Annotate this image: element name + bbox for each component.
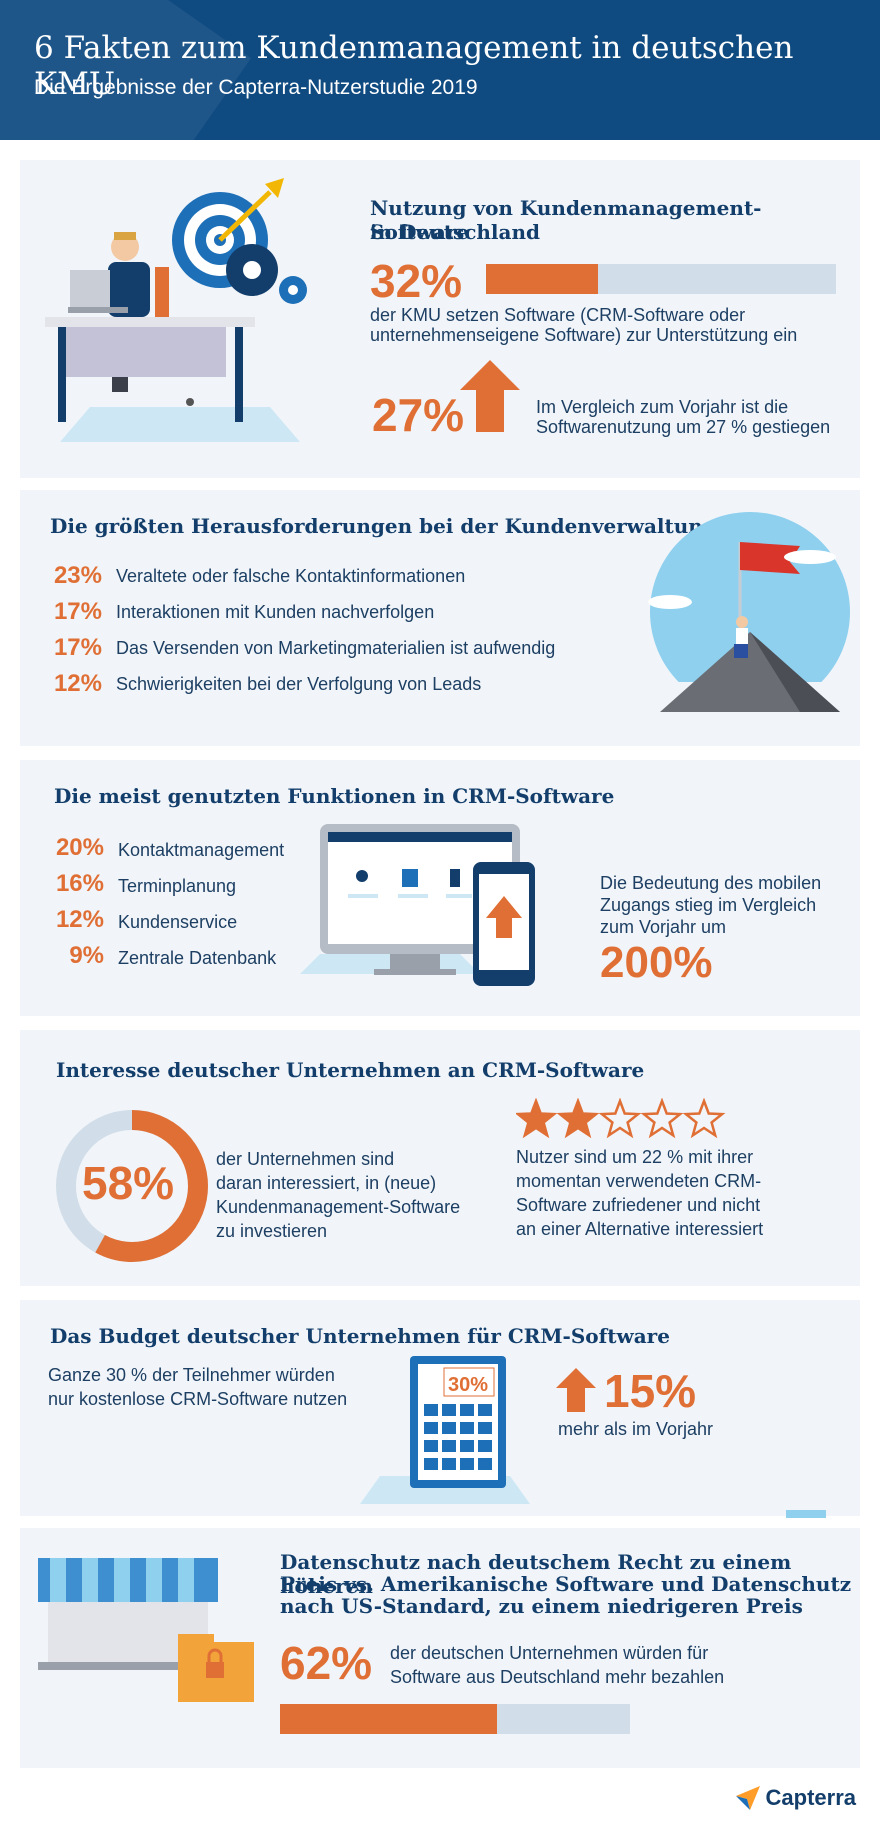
star-empty-icon	[682, 1098, 726, 1139]
s2-title: Die größten Herausforderungen bei der Ku…	[50, 514, 717, 538]
s6-progress-fill	[280, 1704, 497, 1734]
section-crm-budget: Das Budget deutscher Unternehmen für CRM…	[20, 1300, 860, 1518]
star-empty-icon	[598, 1098, 642, 1139]
section-crm-interest: Interesse deutscher Unternehmen an CRM-S…	[20, 1030, 860, 1286]
star-filled-icon	[516, 1098, 558, 1139]
shop-lock-illustration	[38, 1558, 254, 1702]
office-worker-illustration	[45, 178, 307, 442]
s1-desc-line2: unternehmenseigene Software) zur Unterst…	[370, 325, 798, 345]
star-rating	[516, 1098, 726, 1139]
arrow-up-icon	[460, 360, 520, 432]
section-data-protection: Datenschutz nach deutschem Recht zu eine…	[20, 1528, 860, 1768]
s1-growth-line2: Softwarenutzung um 27 % gestiegen	[536, 417, 831, 437]
s3-item-label: Terminplanung	[118, 876, 237, 896]
s2-item-label: Das Versenden von Marketingmaterialien i…	[116, 638, 556, 658]
s5-growth-label: mehr als im Vorjahr	[558, 1419, 714, 1439]
s5-growth-percentage: 15%	[604, 1365, 697, 1417]
s6-desc-line2: Software aus Deutschland mehr bezahlen	[390, 1667, 725, 1687]
s3-mobile-line2: Zugangs stieg im Vergleich	[600, 895, 817, 915]
s4-stars-line3: Software zufriedener und nicht	[516, 1195, 761, 1215]
s4-stars-line2: momentan verwendeten CRM-	[516, 1171, 762, 1191]
mountain-flag-illustration	[630, 512, 850, 722]
s1-growth-line1: Im Vergleich zum Vorjahr ist die	[536, 397, 789, 417]
s6-title-line2: Preis vs. Amerikanische Software und Dat…	[280, 1572, 852, 1596]
section-challenges: Die größten Herausforderungen bei der Ku…	[20, 490, 860, 746]
s2-item-pct: 17%	[53, 634, 102, 661]
s2-item-pct: 12%	[53, 670, 102, 697]
s2-item-pct: 17%	[53, 598, 102, 625]
s3-item-label: Kundenservice	[118, 912, 238, 932]
s6-title-line1: Datenschutz nach deutschem Recht zu eine…	[280, 1550, 792, 1598]
s1-progress-bar	[486, 264, 836, 294]
s6-desc-line1: der deutschen Unternehmen würden für	[390, 1643, 709, 1663]
s1-percentage: 32%	[370, 255, 463, 307]
capterra-logo: Capterra	[735, 1782, 856, 1814]
s3-item-pct: 9%	[69, 942, 104, 969]
s3-mobile-percentage: 200%	[600, 938, 713, 987]
s5-desc-line1: Ganze 30 % der Teilnehmer würden	[48, 1365, 335, 1385]
s3-item-pct: 16%	[55, 870, 104, 897]
capterra-arrow-icon	[735, 1786, 760, 1810]
page-title: 6 Fakten zum Kundenmanagement in deutsch…	[34, 30, 794, 102]
s4-donut-line3: Kundenmanagement-Software	[216, 1197, 461, 1217]
s5-desc-line2: nur kostenlose CRM-Software nutzen	[48, 1389, 348, 1409]
header-banner: 6 Fakten zum Kundenmanagement in deutsch…	[0, 0, 880, 140]
star-filled-icon	[556, 1098, 600, 1139]
s2-item-pct: 23%	[53, 562, 102, 589]
s2-item-label: Interaktionen mit Kunden nachverfolgen	[116, 602, 435, 622]
s1-title-line2: in Deutschland	[370, 220, 541, 244]
s3-title: Die meist genutzten Funktionen in CRM-So…	[54, 784, 615, 808]
s3-item-label: Kontaktmanagement	[118, 840, 285, 860]
monitor-phone-illustration	[300, 824, 535, 986]
s3-mobile-line3: zum Vorjahr um	[600, 917, 727, 937]
s4-stars-line4: an einer Alternative interessiert	[516, 1219, 764, 1239]
s4-donut-line1: der Unternehmen sind	[216, 1149, 395, 1169]
s2-item-label: Schwierigkeiten bei der Verfolgung von L…	[116, 674, 482, 694]
s6-percentage: 62%	[280, 1637, 373, 1689]
s4-stars-line1: Nutzer sind um 22 % mit ihrer	[516, 1147, 754, 1167]
page-subtitle: Die Ergebnisse der Capterra-Nutzerstudie…	[34, 76, 478, 99]
s3-item-pct: 12%	[55, 906, 104, 933]
s1-desc-line1: der KMU setzen Software (CRM-Software od…	[370, 305, 746, 325]
calculator-illustration	[360, 1356, 530, 1504]
s1-growth-percentage: 27%	[372, 389, 465, 441]
section-crm-features: Die meist genutzten Funktionen in CRM-So…	[20, 760, 860, 1016]
s5-title: Das Budget deutscher Unternehmen für CRM…	[50, 1324, 670, 1348]
donut-chart	[56, 1110, 208, 1262]
s4-title: Interesse deutscher Unternehmen an CRM-S…	[56, 1058, 645, 1082]
s4-donut-percentage: 58%	[82, 1157, 175, 1209]
donut-arc	[56, 1110, 208, 1262]
calculator-display: 30%	[448, 1374, 489, 1396]
s2-item-label: Veraltete oder falsche Kontaktinformatio…	[116, 566, 466, 586]
s6-progress-bar	[280, 1704, 630, 1734]
s1-title-line1: Nutzung von Kundenmanagement-Software	[370, 196, 762, 244]
s1-progress-fill	[486, 264, 598, 294]
brand-name: Capterra	[765, 1785, 856, 1810]
s6-title-line3: nach US-Standard, zu einem niedrigeren P…	[280, 1594, 803, 1618]
arrow-up-icon	[556, 1368, 596, 1412]
s3-item-label: Zentrale Datenbank	[118, 948, 277, 968]
accent-strip	[786, 1510, 826, 1518]
s3-mobile-line1: Die Bedeutung des mobilen	[600, 873, 822, 893]
s4-donut-line2: daran interessiert, in (neue)	[216, 1173, 437, 1193]
s4-donut-line4: zu investieren	[216, 1221, 328, 1241]
s3-item-pct: 20%	[55, 834, 104, 861]
section-software-usage: Nutzung von Kundenmanagement-Software in…	[20, 160, 860, 478]
star-empty-icon	[640, 1098, 684, 1139]
